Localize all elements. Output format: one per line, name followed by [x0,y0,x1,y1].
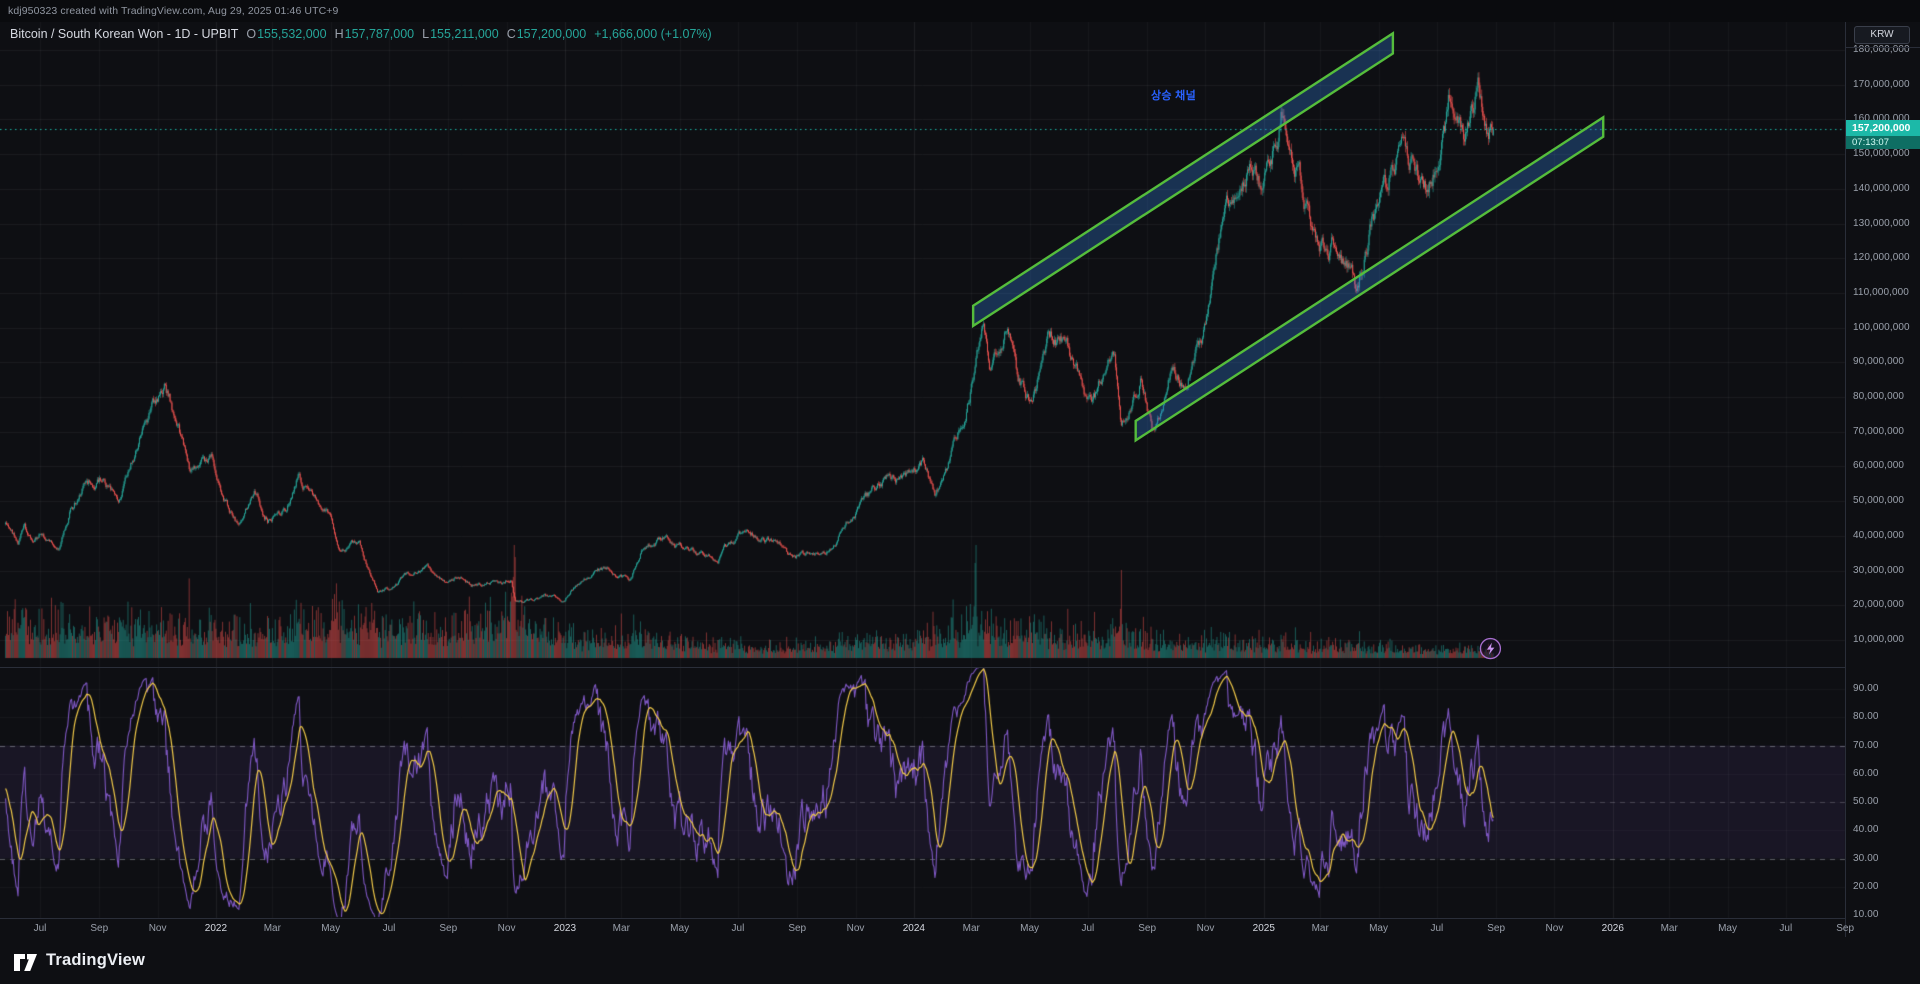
time-scale-label: Jul [731,923,745,934]
time-scale-label: Sep [439,923,458,934]
rsi-scale-label: 10.00 [1853,909,1879,920]
price-scale-label: 140,000,000 [1853,182,1910,194]
time-scale-label: Jul [33,923,47,934]
price-scale-label: 120,000,000 [1853,252,1910,264]
time-scale-label: Nov [497,923,516,934]
price-scale-label: 110,000,000 [1853,286,1909,298]
time-scale-label: Mar [1311,923,1329,934]
price-scale-label: 100,000,000 [1853,321,1910,333]
time-scale-label: May [1369,923,1388,934]
legend-close: C 157,200,000 [506,27,587,41]
price-scale-label: 80,000,000 [1853,391,1905,402]
tradingview-logo-icon [14,954,37,971]
symbol-title[interactable]: Bitcoin / South Korean Won - 1D - UPBIT [10,27,239,41]
price-scale-label: 160,000,000 [1853,113,1910,125]
legend-change: +1,666,000 (+1.07%) [594,27,712,41]
time-scale-label: 2026 [1601,923,1624,934]
tradingview-logo[interactable]: TradingView [12,947,145,974]
price-scale[interactable]: 180,000,000 170,000,000 160,000,000 150,000… [1846,0,1920,984]
time-scale-label: 2025 [1252,923,1275,934]
last-price-value: 157,200,000 [1846,120,1920,137]
last-price-tag: 157,200,000 07:13:07 [1846,120,1920,150]
time-scale-label: 2023 [553,923,577,934]
legend-high: H 157,787,000 [334,27,415,41]
time-scale-label: Nov [1545,923,1564,934]
snapshot-meta-bar: kdj950323 created with TradingView.com, … [0,0,1920,22]
time-scale-label: Jul [1779,923,1793,934]
legend-open: O 155,532,000 [246,27,327,41]
time-scale-label: Mar [1660,923,1678,934]
time-scale-label: 2022 [204,923,228,934]
rsi-scale-label: 80.00 [1853,711,1879,723]
time-scale-label: Mar [962,923,980,934]
rsi-scale-label: 60.00 [1853,767,1879,779]
legend-low: L 155,211,000 [422,27,499,41]
time-scale-label: Jul [382,923,396,934]
rsi-scale-label: 30.00 [1853,852,1879,864]
price-scale-label: 170,000,000 [1853,78,1910,90]
price-scale-label: 150,000,000 [1853,148,1910,160]
price-scale-label: 30,000,000 [1853,564,1905,576]
time-scale-label: Sep [1138,923,1157,934]
rsi-scale-label: 20.00 [1853,880,1879,892]
time-scale-label: Sep [1836,923,1855,934]
time-scale-label: Jul [1430,923,1444,934]
time-scale-label: Nov [148,923,167,934]
rsi-scale-label: 50.00 [1853,796,1879,807]
currency-toggle-area: KRW [1846,22,1920,48]
legend: Bitcoin / South Korean Won - 1D - UPBIT … [10,27,712,41]
time-scale-label: Nov [846,923,865,934]
time-scale-label: May [670,923,690,934]
time-scale-label: Sep [1487,923,1506,934]
currency-button[interactable]: KRW [1854,26,1910,44]
time-scale[interactable]: Jul Sep Nov 2022 Mar May Jul Sep Nov 2023 Mar May Ju… [0,918,1854,937]
price-scale-label: 90,000,000 [1853,356,1905,368]
channel-annotation[interactable]: 상승 채널 [1150,90,1197,103]
price-scale-label: 60,000,000 [1853,460,1905,472]
tradingview-wordmark: TradingView [46,951,146,969]
time-scale-label: Sep [788,923,807,934]
rsi-scale-label: 90.00 [1853,683,1879,694]
time-scale-label: May [1020,923,1040,934]
price-scale-label: 50,000,000 [1853,495,1905,507]
time-scale-label: Mar [612,923,630,934]
footer: TradingView [0,937,1920,984]
price-scale-label: 130,000,000 [1853,217,1910,229]
time-scale-label: Sep [90,923,109,934]
price-scale-label: 40,000,000 [1853,529,1905,541]
rsi-scale-label: 70.00 [1853,739,1879,751]
time-scale-label: May [1718,923,1737,934]
rsi-scale-label: 40.00 [1853,824,1879,836]
time-scale-label: Jul [1081,923,1095,934]
bar-countdown: 07:13:07 [1846,136,1920,150]
time-scale-label: 2024 [902,923,925,934]
time-scale-label: Mar [263,923,281,934]
pane-separator[interactable] [0,667,1845,668]
time-scale-label: Nov [1196,923,1215,934]
time-scale-label: May [321,923,341,934]
price-scale-label: 20,000,000 [1853,599,1905,611]
price-scale-label: 10,000,000 [1853,633,1905,645]
price-scale-label: 180,000,000 [1853,44,1910,55]
price-scale-label: 70,000,000 [1853,425,1905,437]
price-axis-border [1845,22,1846,937]
